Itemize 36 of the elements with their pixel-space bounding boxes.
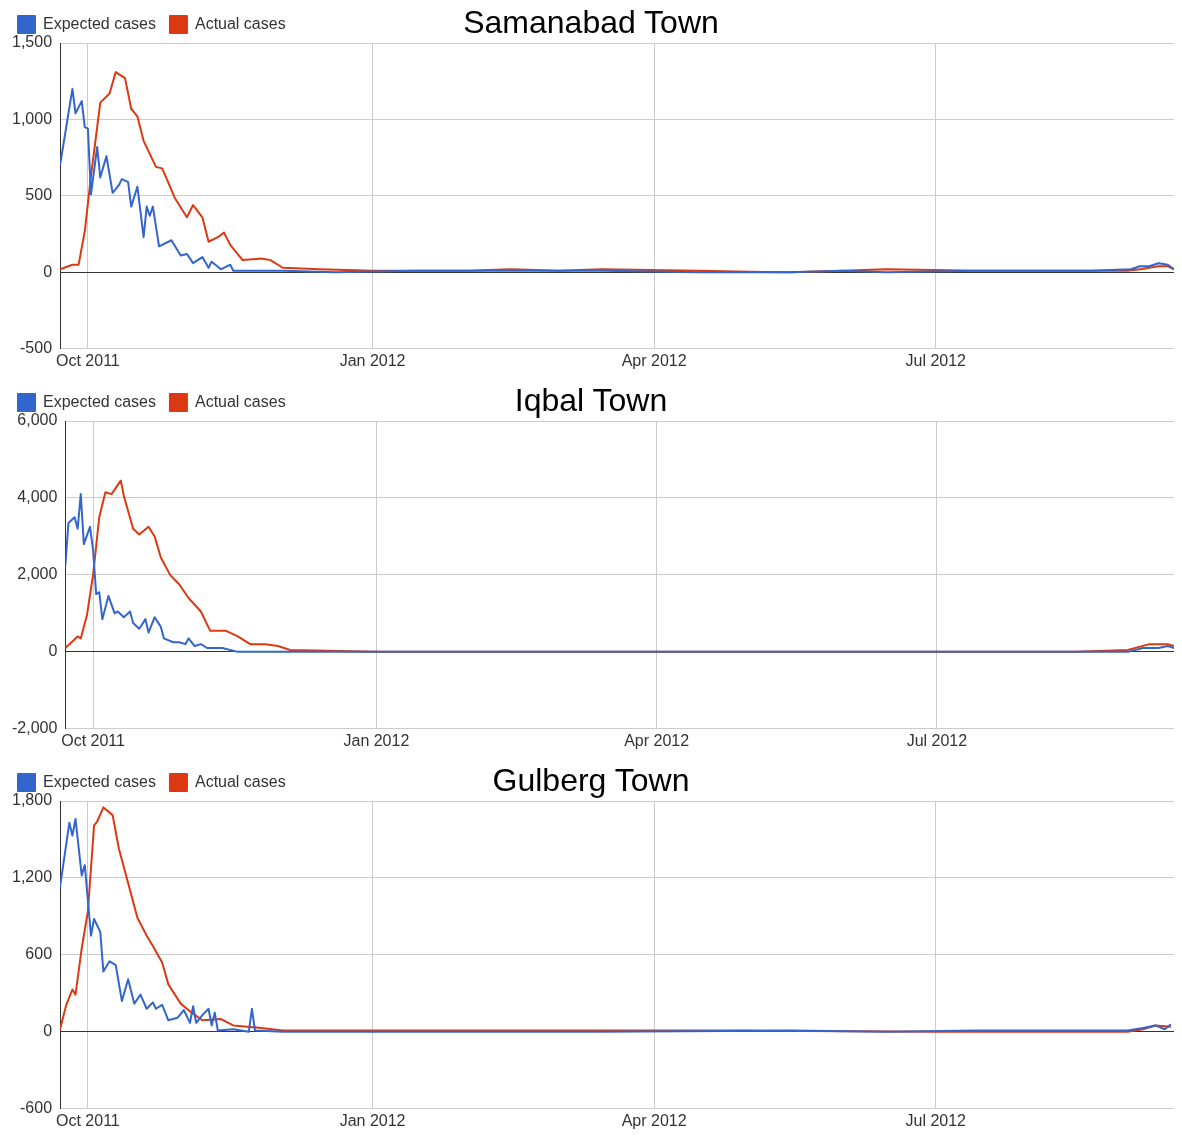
chart-title: Iqbal Town bbox=[514, 382, 668, 418]
y-tick-label: -600 bbox=[20, 1099, 53, 1117]
x-tick-label: Apr 2012 bbox=[621, 351, 687, 369]
y-tick-label: 2,000 bbox=[17, 565, 58, 583]
chart-title: Gulberg Town bbox=[492, 762, 690, 798]
x-tick-label: Jul 2012 bbox=[905, 351, 967, 369]
x-tick-label: Jan 2012 bbox=[339, 351, 406, 369]
chart-title: Samanabad Town bbox=[463, 4, 719, 40]
legend-label: Expected cases bbox=[43, 772, 156, 790]
y-tick-label: 4,000 bbox=[17, 488, 58, 506]
y-tick-label: 1,500 bbox=[11, 33, 53, 51]
y-tick-label: 1,000 bbox=[11, 109, 53, 127]
y-tick-label: 0 bbox=[43, 1022, 53, 1040]
x-tick-label: Oct 2011 bbox=[56, 1111, 120, 1129]
x-tick-label: Jan 2012 bbox=[343, 731, 410, 749]
y-tick-label: -500 bbox=[20, 339, 53, 357]
y-tick-label: 1,800 bbox=[11, 791, 53, 809]
x-tick-label: Jan 2012 bbox=[339, 1111, 406, 1129]
x-tick-label: Oct 2011 bbox=[56, 351, 120, 369]
legend-label: Actual cases bbox=[194, 14, 286, 32]
y-tick-label: 1,200 bbox=[11, 868, 53, 886]
y-tick-label: 500 bbox=[25, 186, 53, 204]
x-tick-label: Oct 2011 bbox=[61, 731, 126, 749]
legend-label: Actual cases bbox=[194, 772, 286, 790]
x-tick-label: Apr 2012 bbox=[621, 1111, 687, 1129]
x-tick-label: Apr 2012 bbox=[624, 731, 690, 749]
y-tick-label: -2,000 bbox=[11, 719, 58, 737]
y-tick-label: 0 bbox=[43, 262, 53, 280]
x-tick-label: Jul 2012 bbox=[905, 1111, 967, 1129]
legend-label: Actual cases bbox=[194, 392, 286, 410]
x-tick-label: Jul 2012 bbox=[906, 731, 968, 749]
y-tick-label: 600 bbox=[25, 945, 53, 963]
legend-label: Expected cases bbox=[43, 14, 156, 32]
y-tick-label: 6,000 bbox=[17, 411, 58, 429]
legend-label: Expected cases bbox=[43, 392, 156, 410]
y-tick-label: 0 bbox=[48, 642, 58, 660]
